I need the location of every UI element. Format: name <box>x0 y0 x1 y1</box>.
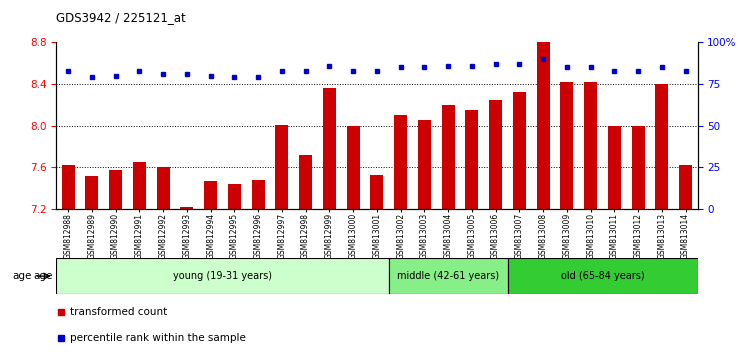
Bar <box>133 162 146 209</box>
Bar <box>513 92 526 209</box>
Bar <box>388 258 508 294</box>
Bar <box>584 82 597 209</box>
Bar <box>180 207 194 209</box>
Bar <box>370 175 383 209</box>
Text: age: age <box>12 271 32 281</box>
Bar <box>465 110 478 209</box>
Bar <box>228 184 241 209</box>
Bar <box>275 125 289 209</box>
Bar <box>62 165 75 209</box>
Bar <box>299 155 312 209</box>
Bar <box>109 170 122 209</box>
Bar <box>418 120 431 209</box>
Text: old (65-84 years): old (65-84 years) <box>561 271 644 281</box>
Bar <box>489 100 502 209</box>
Text: GDS3942 / 225121_at: GDS3942 / 225121_at <box>56 11 186 24</box>
Bar <box>322 88 336 209</box>
Bar <box>442 105 454 209</box>
Bar <box>608 126 621 209</box>
Text: age: age <box>33 271 53 281</box>
Bar <box>251 180 265 209</box>
Bar <box>508 258 698 294</box>
Bar <box>560 82 574 209</box>
Bar <box>157 167 170 209</box>
Text: percentile rank within the sample: percentile rank within the sample <box>70 332 246 343</box>
Bar <box>679 165 692 209</box>
Text: middle (42-61 years): middle (42-61 years) <box>397 271 500 281</box>
Bar <box>656 84 668 209</box>
Bar <box>632 126 645 209</box>
Text: young (19-31 years): young (19-31 years) <box>173 271 272 281</box>
Bar <box>536 42 550 209</box>
Text: transformed count: transformed count <box>70 307 167 317</box>
Bar <box>86 176 98 209</box>
Bar <box>56 258 388 294</box>
Bar <box>394 115 407 209</box>
Bar <box>204 181 218 209</box>
Bar <box>346 126 360 209</box>
